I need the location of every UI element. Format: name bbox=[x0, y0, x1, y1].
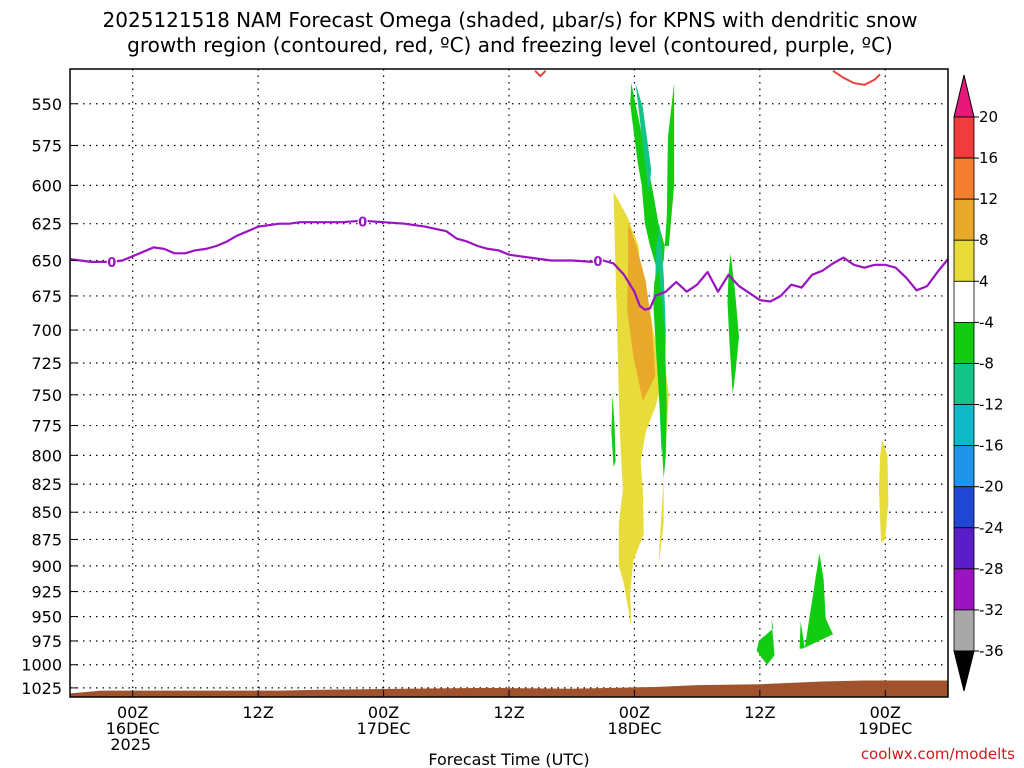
x-tick-label: 16DEC bbox=[106, 719, 160, 738]
colorbar-swatch bbox=[953, 445, 975, 488]
omega-region bbox=[653, 267, 667, 479]
contour-label: 0 bbox=[107, 256, 116, 271]
dgz-contour bbox=[832, 69, 881, 86]
omega-region bbox=[626, 528, 631, 572]
x-axis-label: Forecast Time (UTC) bbox=[428, 750, 589, 768]
dgz-contour bbox=[534, 70, 547, 78]
y-tick-label: 925 bbox=[31, 583, 62, 602]
x-tick-label: 18DEC bbox=[607, 719, 661, 738]
colorbar-label: -16 bbox=[979, 437, 1004, 455]
contour-label: 0 bbox=[358, 215, 367, 230]
colorbar-label: 16 bbox=[979, 149, 998, 167]
omega-region bbox=[756, 618, 775, 665]
omega-shading bbox=[611, 83, 889, 665]
x-tick-label: 00Z bbox=[870, 703, 901, 722]
x-tick-label: 00Z bbox=[619, 703, 650, 722]
omega-region bbox=[613, 191, 664, 627]
y-tick-label: 550 bbox=[31, 95, 62, 114]
freezing-level-labels: 0 0 0 bbox=[106, 213, 603, 271]
y-tick-label: 800 bbox=[31, 446, 62, 465]
colorbar-bottom-arrow bbox=[953, 650, 975, 692]
colorbar-label: -28 bbox=[979, 560, 1004, 578]
y-axis: 550 575 600 625 650 675 700 725 750 775 800 825 850 8… bbox=[21, 95, 77, 698]
x-tick-label: 2025 bbox=[110, 735, 151, 754]
ground-fill bbox=[70, 680, 948, 697]
y-tick-label: 625 bbox=[31, 215, 62, 234]
colorbar-label: 20 bbox=[979, 108, 998, 126]
omega-region bbox=[630, 83, 675, 275]
y-tick-label: 675 bbox=[31, 287, 62, 306]
y-tick-label: 600 bbox=[31, 176, 62, 195]
colorbar-swatch bbox=[953, 568, 975, 611]
colorbar-label: -4 bbox=[979, 313, 994, 331]
colorbar-label: 4 bbox=[979, 272, 989, 290]
ground-surface bbox=[70, 680, 948, 697]
omega-region bbox=[627, 223, 656, 401]
y-tick-label: 825 bbox=[31, 475, 62, 494]
x-tick-label: 17DEC bbox=[357, 719, 411, 738]
y-tick-label: 725 bbox=[31, 354, 62, 373]
freezing-level-contour bbox=[70, 219, 948, 311]
contour-label-bg bbox=[592, 253, 603, 269]
omega-region bbox=[727, 253, 739, 395]
y-tick-label: 775 bbox=[31, 417, 62, 436]
chart-title-line-1: 2025121518 NAM Forecast Omega (shaded, μ… bbox=[103, 8, 918, 32]
colorbar: 20 16 12 8 4 -4 -8 -12 -16 -20 -24 -28 -32 -36 bbox=[953, 74, 1004, 692]
colorbar-label: 12 bbox=[979, 190, 998, 208]
contour-label: 0 bbox=[593, 255, 602, 270]
colorbar-swatch bbox=[953, 280, 975, 323]
colorbar-top-arrow bbox=[953, 74, 975, 118]
colorbar-swatch bbox=[953, 609, 975, 652]
y-tick-label: 1000 bbox=[21, 656, 62, 675]
colorbar-label: -20 bbox=[979, 478, 1004, 496]
omega-region bbox=[611, 394, 616, 467]
watermark: coolwx.com/modelts bbox=[861, 745, 1015, 763]
y-tick-label: 650 bbox=[31, 252, 62, 271]
y-tick-label: 950 bbox=[31, 608, 62, 627]
dendritic-growth-contours bbox=[534, 69, 881, 86]
x-tick-label: 12Z bbox=[744, 703, 775, 722]
y-tick-label: 900 bbox=[31, 557, 62, 576]
colorbar-swatch bbox=[953, 363, 975, 405]
y-tick-label: 875 bbox=[31, 530, 62, 549]
colorbar-swatch bbox=[953, 157, 975, 200]
y-tick-label: 575 bbox=[31, 136, 62, 155]
freezing-level-line bbox=[70, 219, 948, 311]
colorbar-label: -24 bbox=[979, 519, 1004, 537]
colorbar-label: -32 bbox=[979, 601, 1004, 619]
x-tick-label: 12Z bbox=[242, 703, 273, 722]
y-tick-label: 1025 bbox=[21, 679, 62, 698]
gridlines bbox=[70, 69, 948, 697]
x-tick-label: 00Z bbox=[117, 703, 148, 722]
colorbar-swatch bbox=[953, 404, 975, 447]
x-tick-label: 12Z bbox=[493, 703, 524, 722]
omega-region bbox=[799, 553, 833, 649]
colorbar-swatch bbox=[953, 198, 975, 241]
contour-label-bg bbox=[357, 213, 368, 229]
omega-region bbox=[635, 83, 652, 194]
contour-label-bg bbox=[106, 253, 117, 269]
x-tick-label: 00Z bbox=[368, 703, 399, 722]
y-tick-label: 850 bbox=[31, 503, 62, 522]
chart-title-line-2: growth region (contoured, red, ºC) and f… bbox=[127, 33, 893, 57]
colorbar-swatch bbox=[953, 116, 975, 159]
y-tick-label: 700 bbox=[31, 321, 62, 340]
y-tick-label: 750 bbox=[31, 386, 62, 405]
colorbar-swatch bbox=[953, 239, 975, 282]
colorbar-swatch bbox=[953, 527, 975, 570]
colorbar-label: -8 bbox=[979, 354, 994, 372]
colorbar-swatch bbox=[953, 321, 975, 364]
colorbar-label: -12 bbox=[979, 396, 1004, 414]
y-tick-label: 975 bbox=[31, 632, 62, 651]
omega-region bbox=[879, 440, 889, 543]
colorbar-label: -36 bbox=[979, 642, 1004, 660]
x-tick-label: 19DEC bbox=[858, 719, 912, 738]
colorbar-label: 8 bbox=[979, 231, 989, 249]
colorbar-swatch bbox=[953, 486, 975, 529]
